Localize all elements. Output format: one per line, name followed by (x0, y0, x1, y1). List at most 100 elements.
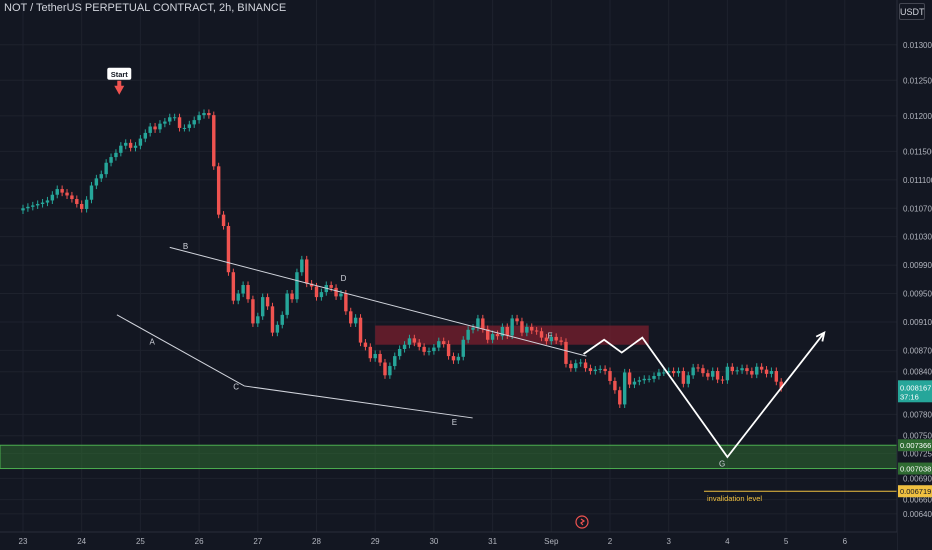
candle (143, 129, 148, 143)
candle-body (701, 368, 705, 374)
candle-body (774, 371, 779, 382)
candle-body (397, 348, 402, 357)
candle (637, 376, 642, 386)
wave-label-d: D (341, 274, 347, 283)
candle-body (402, 344, 407, 349)
candle-body (309, 283, 314, 287)
candle (94, 174, 99, 190)
candle-body (216, 166, 221, 215)
candle-body (476, 318, 480, 328)
projection-path (583, 332, 825, 459)
candle (295, 268, 299, 303)
candle-body (530, 326, 534, 331)
candle (427, 347, 431, 356)
candle (280, 311, 284, 329)
candle (172, 113, 177, 121)
candle-body (172, 117, 177, 119)
candle-body (60, 189, 64, 193)
time-tick-label: 24 (77, 537, 86, 546)
candle (251, 295, 255, 327)
candle (70, 191, 74, 203)
candle-body (109, 157, 113, 163)
candle-body (55, 189, 59, 195)
candle-body (79, 203, 84, 209)
support-top-badge-bg (898, 439, 932, 452)
candle-body (759, 366, 764, 370)
candle (368, 343, 373, 362)
support-top-badge-text: 0.007366 (900, 441, 931, 450)
candle (549, 333, 554, 345)
support-bottom-badge-text: 0.007038 (900, 465, 931, 474)
candle-body (422, 346, 426, 352)
candle (275, 321, 280, 337)
time-tick-label: 31 (488, 537, 497, 546)
candle-body (368, 346, 373, 359)
candle-body (119, 145, 123, 153)
candle-body (50, 194, 55, 201)
candle (745, 364, 749, 375)
candle (647, 375, 651, 383)
candle (701, 364, 705, 377)
candle (216, 162, 221, 219)
time-tick-label: Sep (544, 537, 559, 546)
candle-body (187, 124, 192, 128)
candle-body (622, 372, 627, 405)
candle-body (363, 342, 368, 347)
candle-body (437, 341, 441, 348)
candle (393, 352, 397, 370)
candle (383, 358, 387, 379)
candle-body (124, 142, 128, 146)
candle-body (432, 347, 436, 352)
candle-body (471, 327, 475, 330)
candle-body (344, 293, 348, 312)
candle-body (84, 199, 89, 209)
candle (539, 327, 544, 342)
candle (706, 369, 710, 381)
candle (764, 366, 769, 378)
candle (583, 358, 588, 372)
candle (676, 367, 681, 377)
candle-body (574, 363, 578, 369)
candle (627, 368, 632, 389)
candle-body (671, 371, 676, 374)
candle (755, 363, 759, 379)
candle (334, 284, 338, 300)
candle-body (104, 162, 108, 175)
candle (652, 372, 656, 383)
candle-body (40, 202, 45, 204)
candle-body (686, 375, 690, 384)
candle-body (35, 203, 40, 206)
candle (456, 353, 461, 364)
currency-button[interactable]: USDT (899, 3, 925, 20)
candle-body (539, 331, 544, 338)
chart-title: NOT / TetherUS PERPETUAL CONTRACT, 2h, B… (4, 2, 287, 14)
invalidation-badge: 0.006719 (898, 485, 932, 498)
time-axis[interactable]: 23 24 25 26 27 28 29 30 31 Sep 2 3 4 5 6 (0, 515, 897, 550)
candle (466, 326, 470, 344)
candle (603, 365, 607, 375)
candle-body (720, 379, 725, 381)
candle (236, 289, 240, 305)
candle-body (182, 127, 187, 129)
candle-body (226, 226, 231, 273)
wave-label-e: E (452, 418, 457, 427)
candle (373, 350, 377, 362)
candle (79, 200, 84, 213)
candle (104, 159, 108, 178)
candle-body (158, 123, 162, 130)
time-tick-label: 27 (253, 537, 262, 546)
candle (622, 368, 627, 408)
candle (133, 142, 138, 152)
candle (119, 142, 123, 157)
candle (500, 323, 505, 340)
candle-body (329, 285, 333, 288)
candle-body (647, 378, 651, 380)
candle (559, 336, 563, 346)
